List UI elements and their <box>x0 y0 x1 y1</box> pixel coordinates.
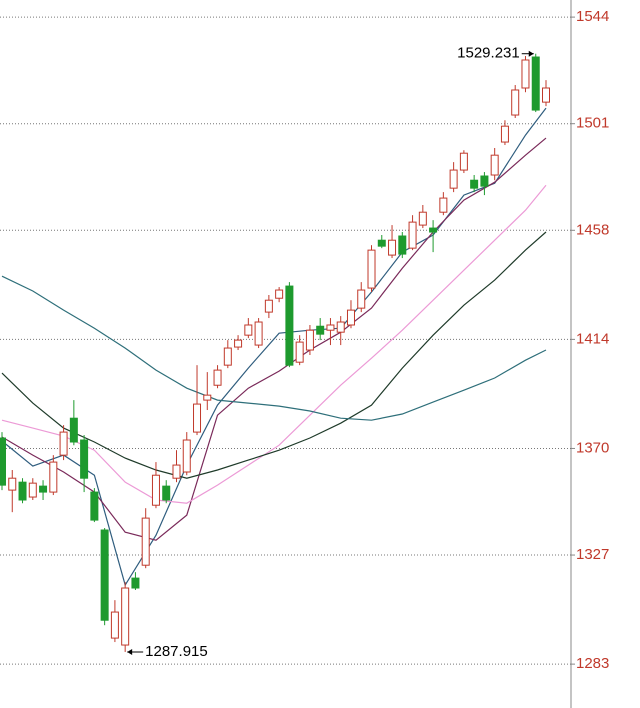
candle-body <box>511 89 520 116</box>
candle-body <box>121 587 130 646</box>
candle-body <box>439 197 448 213</box>
candle-body <box>429 227 438 233</box>
candle-body <box>305 329 314 351</box>
candle-body <box>182 439 191 473</box>
ma-line <box>1 275 547 421</box>
candle-body <box>316 325 325 335</box>
candle-body <box>203 394 212 401</box>
y-tick-label: 1458 <box>576 221 609 238</box>
max-arrow <box>528 50 534 57</box>
candle-body <box>408 221 417 249</box>
candle-body <box>336 321 345 333</box>
candle-body <box>480 175 489 187</box>
candle-body <box>162 485 171 501</box>
max-label: 1529.231 <box>457 45 520 62</box>
y-tick-label: 1370 <box>576 439 609 456</box>
candle-body <box>357 289 366 309</box>
candle-body <box>80 439 89 479</box>
min-arrow <box>127 648 133 655</box>
candle-body <box>500 125 509 143</box>
candle-body <box>326 324 335 331</box>
candle-body <box>90 491 99 521</box>
candle-body <box>59 431 68 456</box>
candle-body <box>377 239 386 247</box>
candle-body <box>367 249 376 289</box>
ma-line <box>1 231 547 479</box>
candle-body <box>131 577 140 589</box>
candle-body <box>193 403 202 433</box>
candle-body <box>100 529 109 621</box>
candle-body <box>470 179 479 189</box>
y-tick-label: 1283 <box>576 655 609 672</box>
candle-body <box>254 321 263 346</box>
candle-body <box>8 477 17 491</box>
y-tick-label: 1327 <box>576 546 609 563</box>
candle-body <box>18 481 27 501</box>
candle-body <box>295 341 304 363</box>
candle-body <box>531 56 540 111</box>
candle-body <box>141 517 150 566</box>
candle-body <box>69 417 78 443</box>
candle-body <box>213 369 222 386</box>
candle-body <box>521 59 530 89</box>
candle-body <box>28 482 37 498</box>
candle-body <box>285 285 294 366</box>
candle-body <box>0 437 6 486</box>
candle-body <box>39 485 48 493</box>
candle-body <box>110 611 119 639</box>
candle-body <box>388 239 397 256</box>
candle-body <box>275 289 284 299</box>
candle-body <box>223 347 232 366</box>
y-tick-label: 1501 <box>576 115 609 132</box>
y-tick-label: 1414 <box>576 330 609 347</box>
candle-body <box>151 474 160 506</box>
candle-body <box>172 464 181 479</box>
y-tick-label: 1544 <box>576 8 609 25</box>
candle-body <box>346 309 355 326</box>
candle-body <box>459 152 468 171</box>
ma-line <box>1 107 547 587</box>
candle-body <box>449 169 458 189</box>
candle-body <box>234 339 243 348</box>
candle-body <box>49 461 58 493</box>
candle-body <box>398 235 407 255</box>
candle-body <box>244 324 253 336</box>
candle-body <box>264 299 273 313</box>
candle-body <box>418 211 427 226</box>
candle-body <box>542 87 550 103</box>
min-label: 1287.915 <box>145 643 208 660</box>
candle-body <box>490 154 499 176</box>
ma-line <box>1 184 547 504</box>
